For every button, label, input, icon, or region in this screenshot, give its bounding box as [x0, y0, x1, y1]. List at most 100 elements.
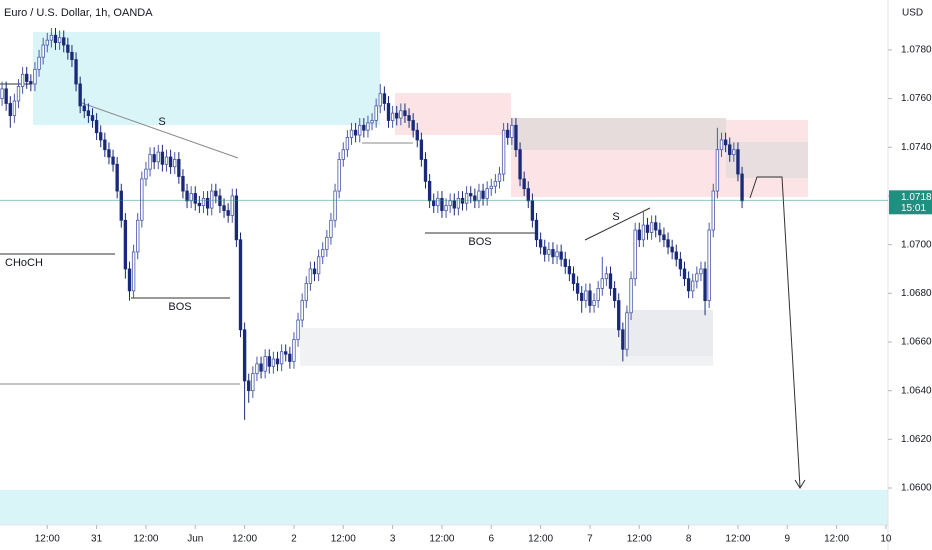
candle-body — [337, 159, 341, 192]
candle-body — [296, 319, 300, 340]
candle-body — [501, 129, 506, 175]
x-tick-label: 7 — [587, 534, 593, 545]
candle-body — [78, 83, 82, 107]
candle-body — [4, 88, 8, 104]
candle-body — [374, 105, 378, 121]
candle-body — [608, 273, 613, 289]
candle-body — [156, 151, 160, 163]
candle-body — [136, 219, 140, 253]
candle-body — [366, 122, 370, 131]
candle-body — [214, 190, 218, 197]
candles — [0, 27, 744, 420]
candle-body — [584, 290, 588, 301]
annotation: CHoCH — [5, 257, 43, 269]
x-tick-label: 9 — [784, 534, 790, 545]
candle-body — [686, 278, 691, 292]
candle-body — [637, 229, 641, 241]
candle-body — [20, 73, 25, 87]
y-tick-label: 1.06400 — [901, 385, 932, 396]
candle-body — [633, 229, 637, 280]
candle-body — [563, 258, 567, 267]
candle-body — [612, 288, 617, 301]
candle-body — [86, 110, 91, 117]
countdown-label: 15:01 — [901, 203, 926, 214]
x-tick-label: 12:00 — [824, 534, 849, 545]
candle-body — [66, 44, 70, 53]
candle-body — [74, 59, 78, 85]
candle-body — [103, 139, 107, 151]
candle-body — [456, 197, 461, 209]
candle-body — [629, 278, 633, 314]
candle-body — [284, 351, 288, 355]
candle-body — [485, 188, 489, 199]
candle-body — [530, 200, 535, 221]
candle-body — [362, 124, 366, 131]
candle-body — [16, 86, 21, 102]
candle-body — [255, 363, 259, 375]
candle-body — [33, 68, 37, 85]
candle-body — [148, 154, 152, 170]
zones — [0, 32, 888, 525]
x-tick-label: 12:00 — [133, 534, 158, 545]
target-zone — [0, 490, 888, 525]
candle-body — [341, 149, 345, 160]
candle-body — [197, 202, 202, 207]
x-tick-label: 2 — [291, 534, 297, 545]
candle-body — [555, 251, 559, 258]
candle-body — [222, 205, 226, 211]
candle-body — [489, 185, 493, 190]
candle-body — [481, 190, 485, 199]
y-tick-label: 1.06000 — [901, 483, 932, 494]
candle-body — [271, 358, 276, 367]
candle-body — [518, 149, 522, 180]
candle-body — [452, 200, 456, 209]
candle-body — [436, 197, 440, 207]
candle-body — [510, 124, 514, 138]
annotation: BOS — [168, 301, 191, 313]
last-price-box — [889, 190, 932, 215]
candle-body — [292, 339, 296, 362]
candle-body — [210, 190, 214, 209]
x-tick-label: 6 — [488, 534, 494, 545]
candle-body — [469, 193, 473, 197]
candle-body — [90, 115, 95, 121]
candle-body — [732, 149, 736, 155]
candle-body — [25, 73, 29, 82]
trend-line — [81, 102, 239, 159]
candle-body — [419, 139, 424, 160]
candle-body — [699, 268, 703, 275]
candle-body — [670, 246, 674, 253]
candle-body — [82, 105, 86, 112]
candle-body — [506, 129, 510, 138]
candle-body — [666, 239, 670, 248]
y-tick-label: 1.07400 — [901, 142, 932, 153]
candle-body — [723, 139, 728, 146]
candle-body — [736, 149, 740, 175]
candle-body — [432, 200, 436, 207]
candle-body — [526, 188, 530, 202]
candle-body — [617, 300, 621, 331]
drawings — [0, 83, 806, 489]
candle-body — [580, 292, 584, 301]
candle-body — [160, 151, 165, 165]
candle-body — [288, 353, 292, 362]
candle-body — [70, 51, 74, 61]
candle-body — [131, 251, 136, 292]
candle-body — [440, 197, 444, 211]
candle-body — [304, 283, 308, 301]
x-tick-label: 12:00 — [627, 534, 652, 545]
candle-body — [551, 249, 555, 258]
candle-body — [740, 173, 744, 202]
candle-body — [238, 239, 243, 331]
candle-body — [247, 380, 251, 392]
annotation: BOS — [468, 236, 491, 248]
candle-body — [559, 251, 563, 260]
x-tick-label: 12:00 — [35, 534, 60, 545]
candle-body — [300, 300, 304, 321]
candle-body — [547, 249, 551, 255]
x-tick-label: 12:00 — [725, 534, 750, 545]
candle-body — [370, 120, 374, 124]
candle-body — [144, 168, 148, 180]
candle-body — [62, 37, 66, 46]
